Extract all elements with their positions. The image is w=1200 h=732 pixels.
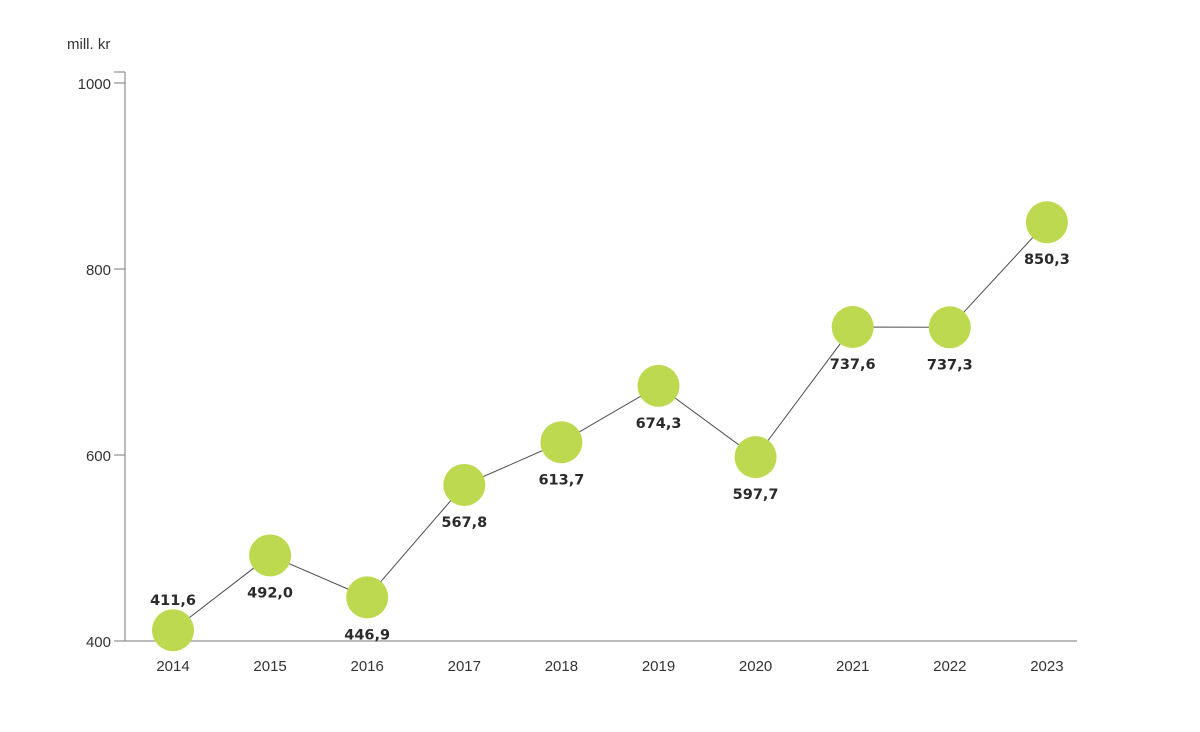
- data-point-marker: [637, 364, 680, 407]
- data-point-marker: [928, 306, 971, 349]
- data-point-marker: [831, 306, 874, 349]
- x-tick-label: 2023: [1030, 658, 1063, 675]
- series-line: [172, 221, 1048, 631]
- x-tick-label: 2015: [253, 658, 286, 675]
- x-tick-label: 2017: [448, 658, 481, 675]
- data-value-labels: 411,6 492,0 446,9 567,8 613,7 674,3 597,7 737,6…: [150, 252, 1070, 643]
- data-value-label: 737,3: [927, 357, 973, 373]
- data-value-label: 411,6: [150, 593, 196, 609]
- y-tick-label: 1000: [78, 76, 111, 93]
- x-tick-label: 2014: [156, 658, 189, 675]
- y-tick-label: 400: [86, 634, 111, 651]
- y-tick-label: 600: [86, 448, 111, 465]
- data-value-label: 597,7: [733, 487, 779, 503]
- y-axis-ticks: 400 600 800 1000: [78, 71, 125, 651]
- x-tick-label: 2018: [545, 658, 578, 675]
- data-point-marker: [346, 576, 389, 619]
- y-tick-label: 800: [86, 262, 111, 279]
- data-point-marker: [443, 463, 486, 506]
- x-tick-label: 2019: [642, 658, 675, 675]
- data-value-label: 446,9: [344, 627, 390, 643]
- data-value-label: 492,0: [247, 585, 293, 601]
- y-axis-unit-label: mill. kr: [67, 36, 110, 53]
- data-value-label: 737,6: [830, 357, 876, 373]
- data-value-label: 674,3: [636, 416, 682, 432]
- x-tick-label: 2016: [351, 658, 384, 675]
- x-tick-label: 2020: [739, 658, 772, 675]
- x-tick-label: 2021: [836, 658, 869, 675]
- x-axis-ticks: 2014 2015 2016 2017 2018 2019 2020 2021 2022 2023: [156, 658, 1063, 675]
- x-tick-label: 2022: [933, 658, 966, 675]
- data-point-marker: [152, 609, 194, 652]
- data-markers: [152, 201, 1068, 652]
- data-value-label: 613,7: [538, 472, 584, 488]
- data-value-label: 567,8: [441, 515, 487, 531]
- data-value-label: 850,3: [1024, 252, 1070, 268]
- data-point-marker: [249, 534, 292, 577]
- data-point-marker: [734, 436, 777, 479]
- data-point-marker: [540, 421, 583, 464]
- data-point-marker: [1025, 201, 1068, 244]
